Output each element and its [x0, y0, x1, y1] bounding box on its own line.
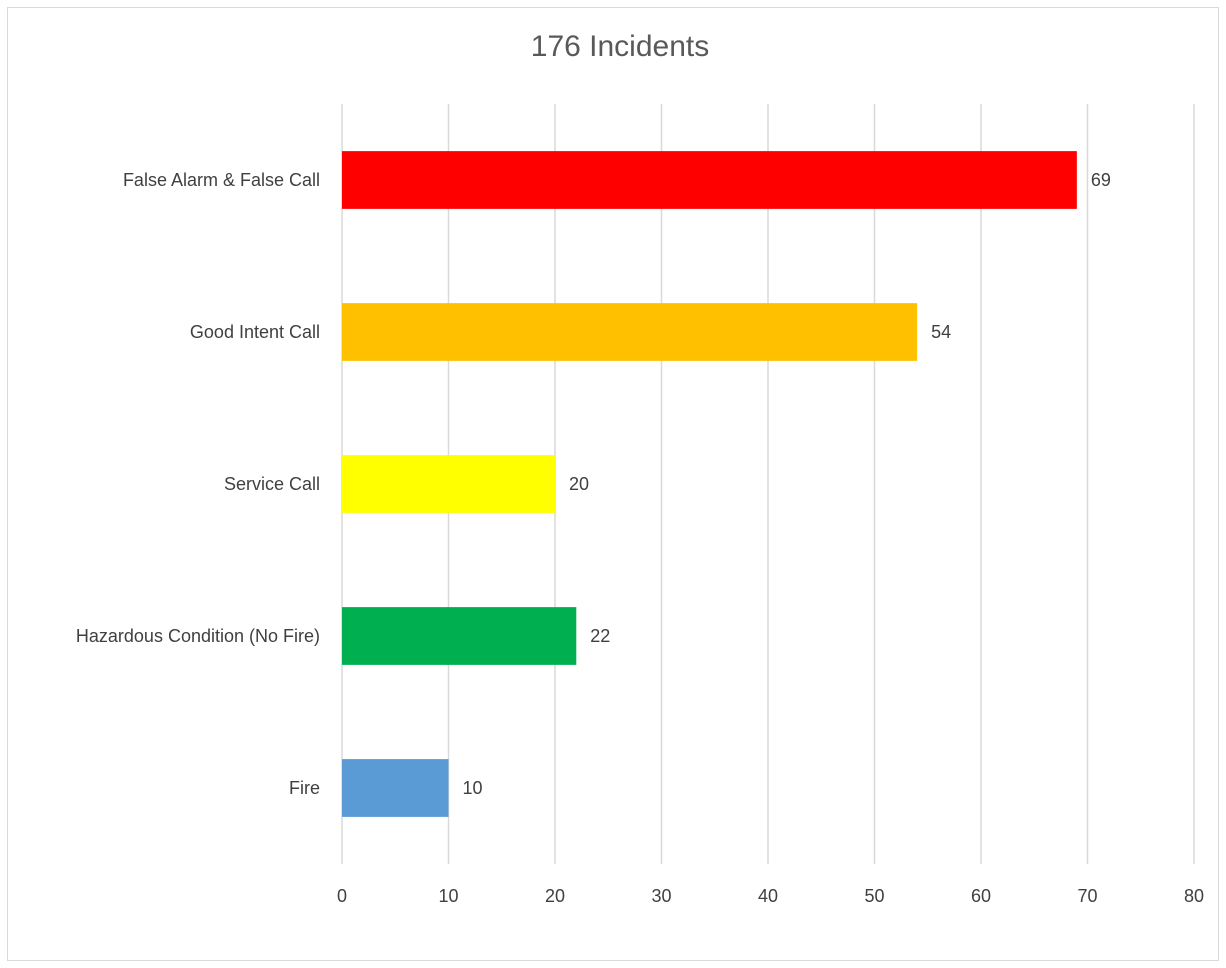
label-layer: False Alarm & False Call 69 Good Intent Ca…: [76, 170, 1111, 798]
grid-layer: [341, 104, 1195, 864]
category-label: Service Call: [224, 474, 320, 494]
data-label: 54: [931, 322, 951, 342]
category-label: Fire: [289, 778, 320, 798]
bar-layer: [342, 151, 1077, 817]
x-tick-label: 0: [337, 886, 347, 906]
x-tick-label: 10: [438, 886, 458, 906]
bar: [342, 303, 918, 361]
bar-chart: 176 Incidents False Alarm & False Call 69…: [76, 30, 1204, 906]
data-label: 69: [1091, 170, 1111, 190]
data-label: 10: [463, 778, 483, 798]
data-label: 22: [590, 626, 610, 646]
bar: [342, 759, 449, 817]
x-tick-label: 60: [971, 886, 991, 906]
bar: [342, 607, 577, 665]
bar: [342, 151, 1077, 209]
x-axis-ticks: 0 10 20 30 40 50 60 70 80: [337, 886, 1204, 906]
category-label: Hazardous Condition (No Fire): [76, 626, 320, 646]
category-label: Good Intent Call: [190, 322, 320, 342]
chart-frame: 176 Incidents False Alarm & False Call 69…: [7, 7, 1219, 961]
x-tick-label: 50: [864, 886, 884, 906]
x-tick-label: 30: [651, 886, 671, 906]
x-tick-label: 80: [1184, 886, 1204, 906]
bar: [342, 455, 555, 513]
x-tick-label: 40: [758, 886, 778, 906]
chart-title: 176 Incidents: [531, 30, 709, 63]
data-label: 20: [569, 474, 589, 494]
x-tick-label: 70: [1077, 886, 1097, 906]
x-tick-label: 20: [545, 886, 565, 906]
category-label: False Alarm & False Call: [123, 170, 320, 190]
